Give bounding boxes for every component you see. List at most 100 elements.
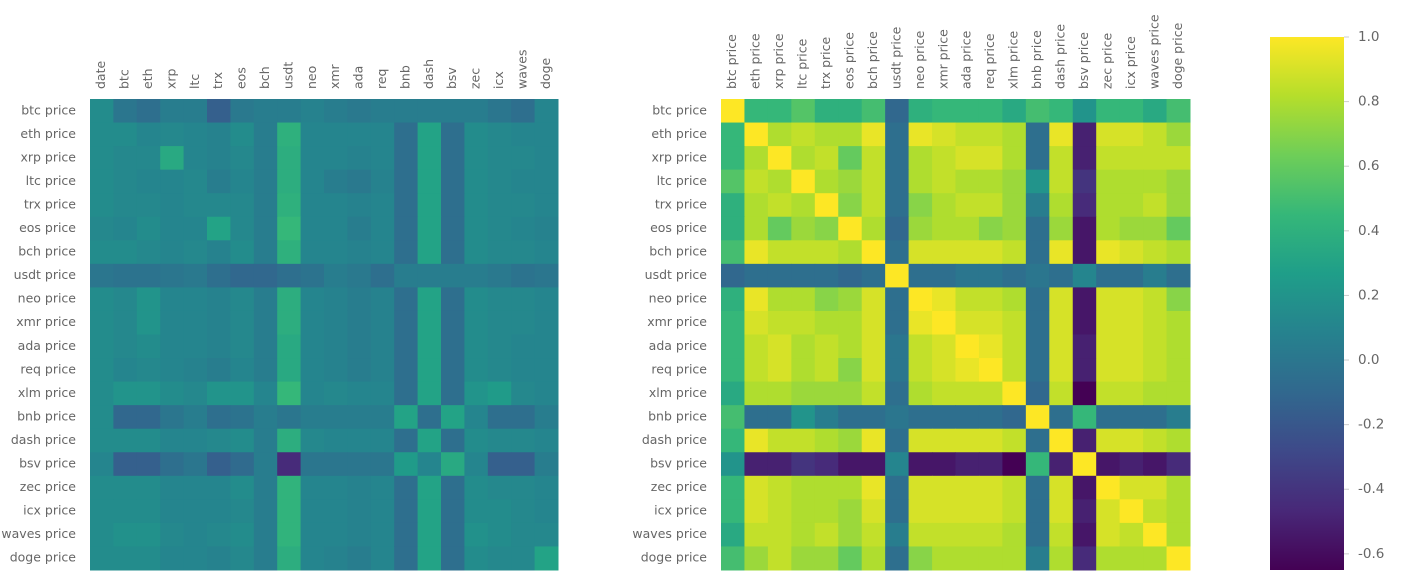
heatmap-cell: [1025, 428, 1050, 453]
heatmap-cell: [207, 169, 231, 194]
colorbar-tick-label: -0.6: [1358, 546, 1384, 562]
heatmap-cell: [136, 240, 161, 265]
column-label: ltc price: [795, 38, 810, 89]
heatmap-cell: [464, 475, 489, 500]
heatmap-cell: [1025, 240, 1050, 265]
heatmap-cell: [791, 358, 816, 383]
heatmap-cell: [885, 216, 910, 241]
heatmap-cell: [1166, 263, 1191, 288]
heatmap-cell: [1119, 405, 1144, 430]
heatmap-cell: [955, 428, 980, 453]
heatmap-cell: [1049, 216, 1074, 241]
heatmap-cell: [814, 499, 839, 524]
row-label: neo price: [649, 291, 708, 306]
heatmap-cell: [324, 405, 348, 430]
heatmap-cell: [744, 122, 769, 147]
heatmap-cell: [955, 310, 980, 335]
heatmap-cell: [767, 169, 792, 194]
heatmap-cell: [136, 146, 161, 171]
heatmap-cell: [347, 146, 372, 171]
heatmap-cell: [183, 499, 208, 524]
heatmap-cell: [136, 381, 161, 406]
row-label: bnb price: [648, 408, 707, 423]
heatmap-cell: [814, 287, 839, 312]
heatmap-cell: [207, 358, 231, 383]
heatmap-cell: [370, 405, 395, 430]
heatmap-cell: [160, 499, 185, 524]
heatmap-cell: [90, 193, 114, 218]
heatmap-cell: [978, 522, 1003, 547]
heatmap-cell: [1166, 310, 1191, 335]
heatmap-cell: [1166, 475, 1191, 500]
heatmap-cell: [417, 310, 442, 335]
heatmap-cell: [464, 381, 489, 406]
row-label: ltc price: [26, 173, 77, 188]
heatmap-cell: [136, 499, 161, 524]
heatmap-cell: [160, 452, 185, 477]
heatmap-cell: [113, 546, 138, 571]
heatmap-cell: [511, 216, 536, 241]
heatmap-cell: [160, 263, 185, 288]
heatmap-cell: [861, 240, 886, 265]
heatmap-cell: [908, 499, 933, 524]
heatmap-cell: [511, 546, 536, 571]
heatmap-cell: [277, 475, 302, 500]
column-label: eth price: [748, 33, 763, 89]
heatmap-cell: [113, 452, 138, 477]
heatmap-cell: [441, 122, 465, 147]
heatmap-cell: [767, 99, 792, 124]
heatmap-cell: [90, 428, 114, 453]
heatmap-cell: [207, 546, 231, 571]
heatmap-cell: [113, 475, 138, 500]
heatmap-cell: [136, 358, 161, 383]
heatmap-cell: [277, 122, 302, 147]
heatmap-cell: [932, 428, 956, 453]
heatmap-cell: [814, 193, 839, 218]
heatmap-cell: [183, 146, 208, 171]
heatmap-cell: [277, 146, 302, 171]
heatmap-cell: [1119, 381, 1144, 406]
heatmap-cell: [90, 334, 114, 359]
heatmap-cell: [838, 169, 863, 194]
heatmap-cell: [464, 522, 489, 547]
heatmap-cell: [791, 452, 816, 477]
heatmap-cell: [230, 358, 255, 383]
heatmap-cell: [767, 193, 792, 218]
heatmap-cell: [861, 122, 886, 147]
row-label: usdt price: [14, 267, 77, 282]
heatmap-cell: [464, 240, 489, 265]
heatmap-cell: [511, 475, 536, 500]
heatmap-cell: [744, 334, 769, 359]
heatmap-cell: [767, 287, 792, 312]
heatmap-cell: [1072, 405, 1097, 430]
heatmap-cell: [814, 146, 839, 171]
column-label: dash price: [1053, 24, 1068, 89]
heatmap-cell: [1119, 99, 1144, 124]
heatmap-cell: [487, 287, 512, 312]
heatmap-cell: [253, 99, 278, 124]
heatmap-cell: [417, 546, 442, 571]
heatmap-cell: [253, 146, 278, 171]
row-label: icx price: [23, 503, 76, 518]
heatmap-cell: [1072, 216, 1097, 241]
heatmap-cell: [253, 475, 278, 500]
heatmap-cell: [908, 193, 933, 218]
heatmap-cell: [1096, 99, 1121, 124]
heatmap-cell: [1143, 146, 1168, 171]
heatmap-cell: [721, 499, 745, 524]
heatmap-cell: [744, 310, 769, 335]
heatmap-cell: [932, 193, 956, 218]
heatmap-cell: [932, 310, 956, 335]
heatmap-cell: [1096, 452, 1121, 477]
heatmap-cell: [1096, 358, 1121, 383]
heatmap-cell: [464, 310, 489, 335]
heatmap-cell: [1143, 169, 1168, 194]
heatmap-cell: [1166, 546, 1191, 571]
column-label: icx price: [1123, 36, 1138, 89]
heatmap-cell: [160, 381, 185, 406]
heatmap-cell: [90, 146, 114, 171]
heatmap-cell: [1119, 240, 1144, 265]
heatmap-cell: [370, 381, 395, 406]
heatmap-cell: [1143, 334, 1168, 359]
heatmap-cell: [1025, 475, 1050, 500]
